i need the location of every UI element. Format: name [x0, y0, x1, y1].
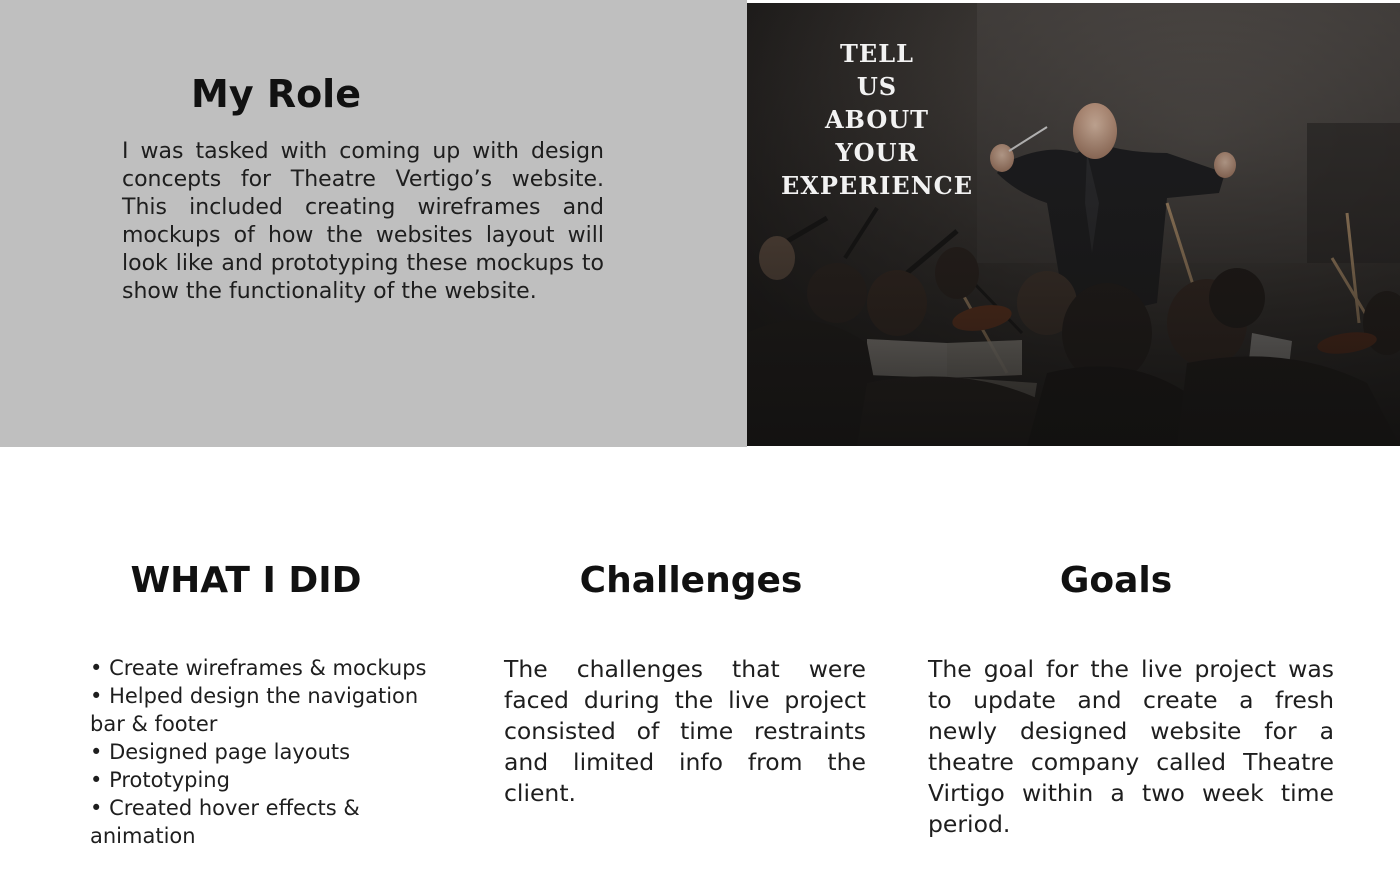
list-item: Designed page layouts [90, 738, 458, 766]
my-role-panel: My Role I was tasked with coming up with… [0, 0, 747, 447]
overlay-line: ABOUT [824, 105, 930, 134]
list-item: Prototyping [90, 766, 458, 794]
overlay-line: YOUR [835, 138, 919, 167]
what-i-did-list: Create wireframes & mockups Helped desig… [90, 654, 458, 850]
goals-text: The goal for the live project was to upd… [928, 655, 1334, 838]
my-role-text: I was tasked with coming up with design … [122, 139, 604, 304]
orchestra-illustration [747, 3, 1400, 446]
overlay-line: TELL [840, 39, 914, 68]
overlay-line: US [856, 72, 898, 101]
list-item: Created hover effects & animation [90, 794, 458, 850]
goals-title: Goals [1059, 560, 1173, 601]
orchestra-photo: TELL US ABOUT YOUR EXPERIENCE [747, 3, 1400, 446]
photo-overlay-text: TELL US ABOUT YOUR EXPERIENCE [777, 37, 977, 202]
list-item: Create wireframes & mockups [90, 654, 458, 682]
challenges-title: Challenges [579, 560, 803, 601]
overlay-line: EXPERIENCE [780, 171, 974, 200]
what-i-did-title: WHAT I DID [130, 560, 362, 601]
my-role-title: My Role [191, 72, 361, 116]
challenges-text: The challenges that were faced during th… [504, 655, 866, 807]
list-item: Helped design the navigation bar & foote… [90, 682, 458, 738]
